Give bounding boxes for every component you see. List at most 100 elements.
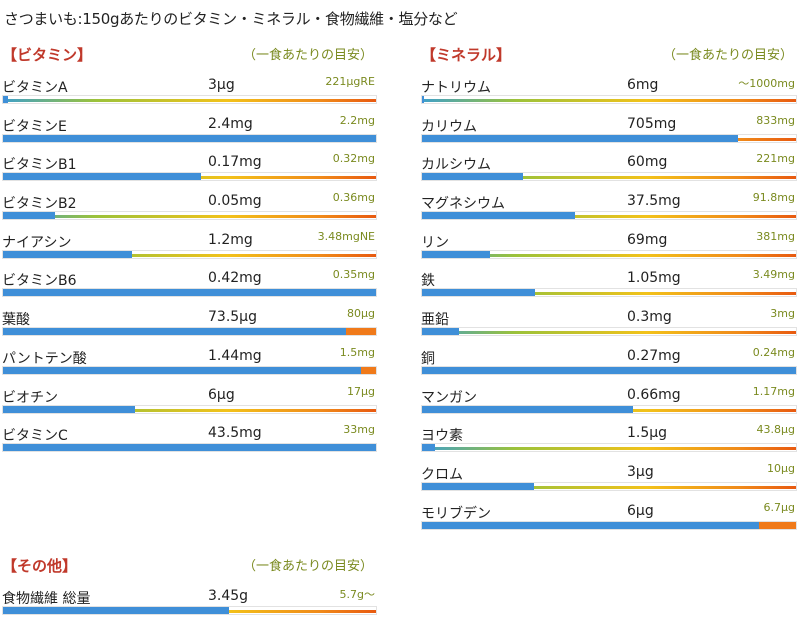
nutrient-target: 〜1000mg bbox=[738, 77, 795, 90]
nutrient-amount: 2.4mg bbox=[208, 115, 253, 132]
progress-bar-fill bbox=[422, 212, 575, 220]
progress-bar-reference bbox=[422, 176, 796, 180]
progress-bar-fill bbox=[422, 328, 460, 336]
nutrient-name: カリウム bbox=[421, 118, 477, 135]
nutrient-target: 0.32mg bbox=[332, 152, 375, 166]
nutrient-target: 5.7g〜 bbox=[339, 588, 375, 601]
nutrient-amount: 1.5μg bbox=[627, 425, 668, 442]
nutrient-row: ビタミンA 3μg 221μgRE bbox=[2, 70, 377, 109]
nutrient-target: 3.48mgNE bbox=[317, 229, 375, 243]
nutrient-row: 食物繊維 総量 3.45g 5.7g〜 bbox=[2, 581, 377, 620]
progress-bar-fill bbox=[422, 444, 435, 452]
progress-bar-reference bbox=[3, 215, 376, 219]
progress-bar bbox=[421, 404, 797, 414]
progress-bar-fill bbox=[3, 444, 376, 452]
progress-bar bbox=[2, 95, 377, 104]
progress-bar bbox=[2, 172, 377, 182]
progress-bar bbox=[421, 249, 797, 259]
nutrient-row: 銅 0.27mg 0.24mg bbox=[421, 341, 797, 380]
nutrient-row: カルシウム 60mg 221mg bbox=[421, 147, 797, 186]
nutrient-row: 亜鉛 0.3mg 3mg bbox=[421, 302, 797, 341]
nutrient-row: ビタミンC 43.5mg 33mg bbox=[2, 418, 377, 457]
progress-bar-reference bbox=[3, 99, 376, 102]
nutrient-target: 221mg bbox=[756, 152, 795, 166]
progress-bar-fill bbox=[3, 134, 376, 142]
nutrient-name: ビタミンB2 bbox=[2, 196, 77, 213]
nutrient-name: パントテン酸 bbox=[2, 350, 87, 367]
progress-bar-remainder bbox=[758, 521, 796, 529]
progress-bar-fill bbox=[3, 607, 229, 614]
nutrient-target: 3mg bbox=[770, 307, 795, 321]
vitamin-section-label: 【ビタミン】 bbox=[2, 46, 93, 64]
nutrient-name: ビタミンB1 bbox=[2, 157, 77, 174]
progress-bar-fill bbox=[3, 328, 347, 336]
nutrient-target: 381mg bbox=[756, 229, 795, 243]
nutrient-target: 833mg bbox=[756, 113, 795, 127]
progress-bar-fill bbox=[422, 134, 739, 142]
nutrient-amount: 0.05mg bbox=[208, 193, 262, 210]
mineral-section-label: 【ミネラル】 bbox=[421, 46, 512, 64]
nutrient-row: ビタミンB1 0.17mg 0.32mg bbox=[2, 147, 377, 186]
nutrient-row: クロム 3μg 10μg bbox=[421, 457, 797, 496]
nutrient-name: ビタミンC bbox=[2, 428, 68, 445]
vitamin-section: 【ビタミン】 （一食あたりの目安） ビタミンA 3μg 221μgRE ビタミンE 2.… bbox=[2, 44, 377, 457]
nutrient-name: ビオチン bbox=[2, 389, 58, 406]
nutrient-row: ナイアシン 1.2mg 3.48mgNE bbox=[2, 225, 377, 264]
progress-bar-fill bbox=[422, 405, 633, 413]
nutrient-name: ビタミンA bbox=[2, 80, 68, 96]
progress-bar bbox=[2, 365, 377, 375]
progress-bar bbox=[2, 606, 377, 615]
nutrient-amount: 6μg bbox=[208, 386, 235, 403]
progress-bar bbox=[421, 172, 797, 182]
progress-bar bbox=[421, 520, 797, 530]
progress-bar bbox=[2, 133, 377, 143]
progress-bar-reference bbox=[422, 331, 796, 335]
nutrient-target: 33mg bbox=[343, 423, 375, 437]
vitamin-section-header: 【ビタミン】 （一食あたりの目安） bbox=[2, 44, 377, 70]
progress-bar bbox=[2, 404, 377, 414]
progress-bar-fill bbox=[3, 405, 135, 413]
nutrient-target: 0.36mg bbox=[332, 191, 375, 205]
nutrient-row: ビオチン 6μg 17μg bbox=[2, 380, 377, 419]
nutrient-name: リン bbox=[421, 234, 449, 251]
nutrient-amount: 69mg bbox=[627, 231, 668, 248]
nutrient-name: クロム bbox=[421, 466, 463, 483]
nutrient-target: 80μg bbox=[347, 307, 375, 321]
other-section-note: （一食あたりの目安） bbox=[242, 559, 373, 574]
nutrient-row: ビタミンB2 0.05mg 0.36mg bbox=[2, 186, 377, 225]
nutrient-row: ヨウ素 1.5μg 43.8μg bbox=[421, 418, 797, 457]
nutrient-amount: 6μg bbox=[627, 502, 654, 519]
nutrient-name: 葉酸 bbox=[2, 312, 30, 329]
progress-bar-fill bbox=[422, 173, 524, 181]
nutrient-amount: 37.5mg bbox=[627, 193, 681, 210]
progress-bar bbox=[421, 95, 797, 104]
nutrient-name: マンガン bbox=[421, 389, 477, 406]
nutrient-amount: 705mg bbox=[627, 115, 677, 132]
nutrient-target: 10μg bbox=[767, 461, 795, 475]
nutrient-name: 亜鉛 bbox=[421, 312, 449, 329]
nutrient-name: ヨウ素 bbox=[421, 428, 463, 445]
nutrient-name: 鉄 bbox=[421, 273, 435, 290]
nutrient-row: パントテン酸 1.44mg 1.5mg bbox=[2, 341, 377, 380]
nutrient-row: ナトリウム 6mg 〜1000mg bbox=[421, 70, 797, 109]
progress-bar-reference bbox=[3, 253, 376, 257]
progress-bar-fill bbox=[3, 173, 201, 181]
progress-bar-fill bbox=[422, 289, 535, 297]
vitamin-section-note: （一食あたりの目安） bbox=[242, 48, 373, 63]
nutrient-target: 91.8mg bbox=[752, 191, 795, 205]
nutrient-amount: 3.45g bbox=[208, 588, 249, 604]
nutrient-target: 1.17mg bbox=[752, 384, 795, 398]
nutrient-row: リン 69mg 381mg bbox=[421, 225, 797, 264]
nutrient-row: ビタミンB6 0.42mg 0.35mg bbox=[2, 263, 377, 302]
nutrient-row: ビタミンE 2.4mg 2.2mg bbox=[2, 109, 377, 148]
nutrient-amount: 73.5μg bbox=[208, 309, 257, 326]
progress-bar bbox=[2, 327, 377, 337]
nutrient-row: 鉄 1.05mg 3.49mg bbox=[421, 263, 797, 302]
progress-bar-fill bbox=[3, 289, 376, 297]
nutrient-target: 0.24mg bbox=[752, 345, 795, 359]
progress-bar bbox=[421, 288, 797, 298]
progress-bar bbox=[421, 211, 797, 221]
progress-bar bbox=[421, 365, 797, 375]
nutrient-target: 1.5mg bbox=[339, 345, 375, 359]
nutrient-amount: 43.5mg bbox=[208, 425, 262, 442]
